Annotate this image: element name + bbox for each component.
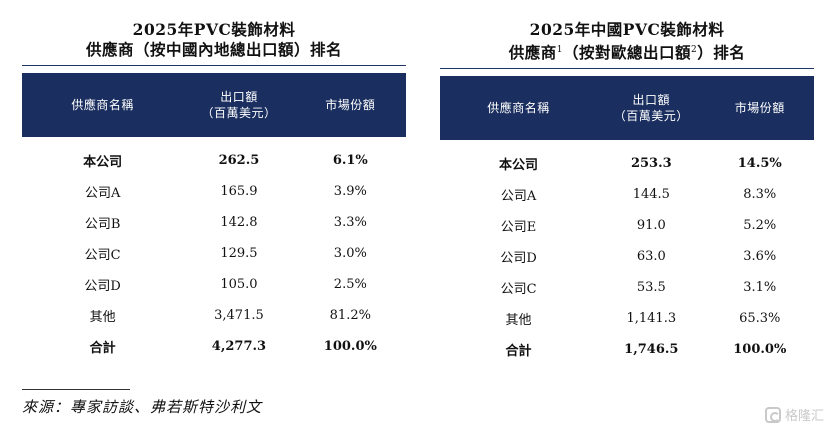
source-divider: [22, 389, 130, 390]
left-header-row: 供應商名稱 出口額 （百萬美元） 市場份額: [22, 73, 406, 137]
cell-supplier: 公司C: [500, 282, 537, 298]
gelonghui-logo-icon: [764, 406, 781, 423]
cell-supplier: 公司A: [84, 186, 121, 201]
cell-share: 81.2%: [329, 308, 371, 323]
source-note: 來源：專家訪談、弗若斯特沙利文: [22, 398, 263, 416]
cell-share: 100.0%: [733, 342, 787, 358]
right-title-line1: 2025年中國PVC裝飾材料: [529, 20, 725, 39]
header-supplier: 供應商名稱: [22, 73, 184, 137]
cell-export: 142.8: [220, 215, 258, 230]
cell-supplier: 公司A: [500, 189, 537, 205]
table-row: 公司B 142.8 3.3%: [22, 207, 406, 238]
cell-supplier: 合計: [505, 344, 532, 360]
cell-export: 1,141.3: [626, 311, 677, 327]
table-row: 其他 1,141.3 65.3%: [440, 303, 814, 334]
europe-export-ranking-panel: 2025年中國PVC裝飾材料 供應商1（按對歐總出口額2）排名 供應商名稱 出口…: [440, 20, 814, 365]
watermark-text: 格隆汇: [784, 409, 824, 424]
cell-supplier: 公司B: [84, 217, 121, 232]
cell-share: 3.9%: [333, 184, 367, 199]
table-row: 其他 3,471.5 81.2%: [22, 300, 406, 331]
mainland-export-ranking-panel: 2025年PVC裝飾材料 供應商（按中國內地總出口額）排名 供應商名稱 出口額 …: [22, 20, 406, 362]
cell-export: 4,277.3: [211, 339, 267, 354]
table-row: 公司C 53.5 3.1%: [440, 272, 814, 303]
right-ranking-table: 供應商名稱 出口額 （百萬美元） 市場份額 本公司 253.3 14.5% 公司A 14…: [440, 76, 814, 365]
cell-share: 8.3%: [743, 187, 777, 203]
header-share: 市場份額: [705, 76, 814, 141]
cell-supplier: 本公司: [499, 158, 539, 174]
cell-export: 262.5: [218, 153, 260, 168]
right-title-divider: [440, 68, 814, 70]
cell-share: 14.5%: [737, 156, 782, 172]
header-export-line1: 出口額: [220, 90, 258, 104]
cell-export: 3,471.5: [214, 308, 264, 323]
cell-share: 3.0%: [333, 246, 367, 261]
cell-share: 5.2%: [743, 218, 777, 234]
header-export-line2: （百萬美元）: [613, 109, 689, 124]
left-title-line2: 供應商（按中國內地總出口額）排名: [85, 40, 342, 59]
cell-supplier: 公司C: [84, 248, 121, 263]
cell-supplier: 公司D: [500, 251, 537, 267]
table-row: 公司A 165.9 3.9%: [22, 176, 406, 207]
cell-export: 105.0: [220, 277, 258, 292]
table-row: 公司E 91.0 5.2%: [440, 210, 814, 241]
cell-share: 2.5%: [333, 277, 367, 292]
cell-share: 3.1%: [743, 280, 777, 296]
cell-export: 144.5: [632, 187, 670, 203]
table-row: 公司D 105.0 2.5%: [22, 269, 406, 300]
cell-supplier: 其他: [505, 313, 532, 329]
cell-share: 3.3%: [333, 215, 367, 230]
right-title-line2: 供應商1（按對歐總出口額2）排名: [440, 40, 814, 63]
right-table-body: 本公司 253.3 14.5% 公司A 144.5 8.3% 公司E 91.0 5.2% 公司D 6…: [440, 140, 814, 365]
cell-export: 165.9: [220, 184, 258, 199]
cell-export: 1,746.5: [624, 342, 679, 358]
left-title-line1: 2025年PVC裝飾材料: [132, 20, 296, 39]
cell-share: 6.1%: [332, 153, 368, 168]
footnote-ref-2: 2: [691, 45, 698, 55]
header-supplier: 供應商名稱: [440, 76, 598, 141]
cell-supplier: 合計: [89, 341, 116, 356]
left-table-body: 本公司 262.5 6.1% 公司A 165.9 3.9% 公司B 142.8 3.3% 公司C 1…: [22, 137, 406, 362]
cell-supplier: 本公司: [83, 155, 123, 170]
cell-share: 3.6%: [743, 249, 777, 265]
header-export: 出口額 （百萬美元）: [183, 73, 295, 137]
cell-supplier: 公司E: [500, 220, 537, 236]
table-row: 公司C 129.5 3.0%: [22, 238, 406, 269]
header-export: 出口額 （百萬美元）: [597, 76, 706, 141]
cell-supplier: 其他: [89, 310, 116, 325]
table-row: 合計 4,277.3 100.0%: [22, 331, 406, 362]
right-title-part-a: 供應商: [508, 43, 557, 63]
table-row: 合計 1,746.5 100.0%: [440, 334, 814, 365]
right-title-part-b: （按對歐總出口額: [562, 43, 691, 63]
cell-share: 100.0%: [323, 339, 377, 354]
left-ranking-table: 供應商名稱 出口額 （百萬美元） 市場份額 本公司 262.5 6.1% 公司A 165…: [22, 73, 406, 362]
footnote-ref-1: 1: [556, 45, 563, 55]
cell-share: 65.3%: [739, 311, 781, 327]
header-export-line1: 出口額: [632, 93, 671, 108]
cell-export: 129.5: [220, 246, 258, 261]
header-share: 市場份額: [294, 73, 406, 137]
table-row: 公司D 63.0 3.6%: [440, 241, 814, 272]
cell-export: 91.0: [636, 218, 666, 234]
table-row: 公司A 144.5 8.3%: [440, 179, 814, 210]
watermark: 格隆汇: [764, 405, 824, 424]
left-title-divider: [22, 65, 406, 66]
cell-export: 63.0: [636, 249, 666, 265]
cell-export: 253.3: [630, 156, 672, 172]
right-title-part-c: ）排名: [697, 43, 746, 63]
right-header-row: 供應商名稱 出口額 （百萬美元） 市場份額: [440, 76, 814, 141]
right-table-title: 2025年中國PVC裝飾材料 供應商1（按對歐總出口額2）排名: [440, 20, 814, 63]
header-export-line2: （百萬美元）: [201, 106, 277, 120]
left-table-title: 2025年PVC裝飾材料 供應商（按中國內地總出口額）排名: [22, 20, 406, 60]
table-row: 本公司 253.3 14.5%: [440, 140, 814, 179]
cell-export: 53.5: [636, 280, 666, 296]
table-row: 本公司 262.5 6.1%: [22, 137, 406, 176]
cell-supplier: 公司D: [84, 279, 121, 294]
